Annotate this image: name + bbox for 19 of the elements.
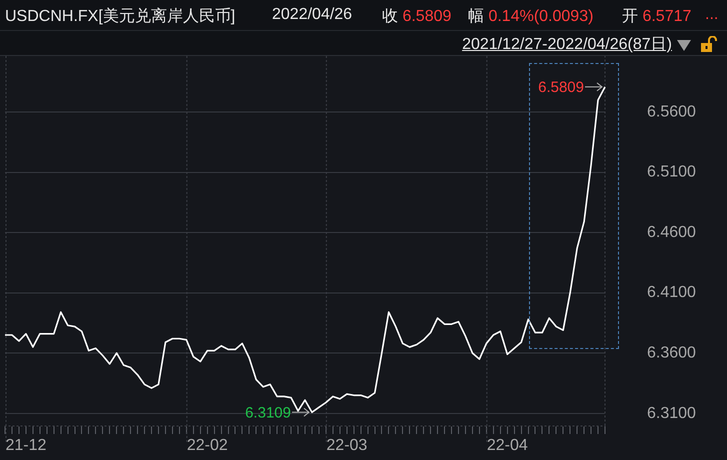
- x-tick-label: 22-03: [326, 437, 368, 454]
- y-tick-label: 6.3100: [647, 404, 696, 422]
- text: 收 6.5809: [382, 7, 452, 27]
- annotation: 6.5809: [538, 78, 584, 96]
- x-tick-label: 22-02: [186, 437, 228, 454]
- x-tick-label: 22-04: [486, 437, 528, 454]
- annotation: 6.3109: [245, 404, 291, 422]
- y-tick-label: 6.4600: [647, 224, 696, 241]
- y-tick-label: 6.3600: [647, 344, 696, 362]
- y-tick-label: 6.5600: [647, 103, 696, 120]
- text: 2022/04/26: [272, 6, 352, 24]
- text: ...: [705, 6, 718, 24]
- y-tick-label: 6.5100: [647, 164, 696, 181]
- x-tick-label: 21-12: [5, 437, 46, 454]
- chart-title: USDCNH.FX[美元兑离岸人民币]: [5, 6, 236, 27]
- y-tick-label: 6.4100: [647, 284, 696, 302]
- text: 开 6.5717: [622, 7, 692, 27]
- text: 幅 0.14%(0.0093): [468, 7, 594, 27]
- chart-subtitle: 2021/12/27-2022/04/26(87日): [462, 35, 672, 55]
